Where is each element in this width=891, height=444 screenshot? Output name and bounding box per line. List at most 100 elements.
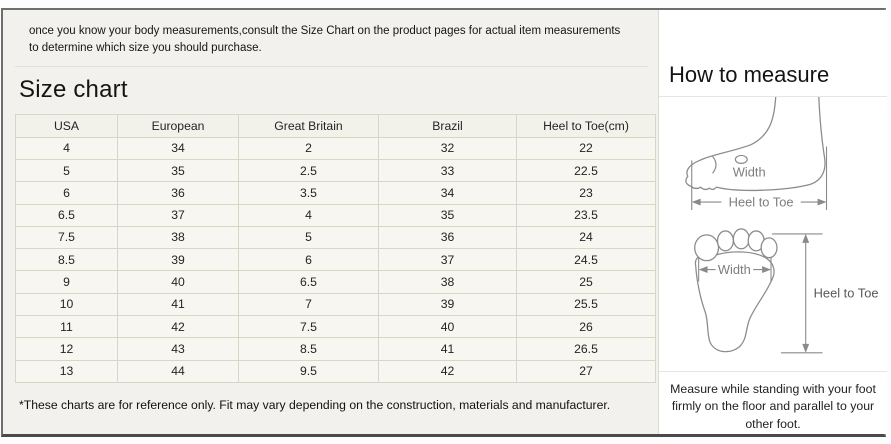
size-cell: 9 <box>15 270 118 294</box>
size-cell: 5 <box>238 225 379 250</box>
size-cell: 6 <box>238 248 379 272</box>
table-row: 4 34 2 32 22 <box>15 136 656 160</box>
page-frame: once you know your body measurements,con… <box>1 8 887 437</box>
size-cell: 38 <box>117 225 239 250</box>
size-table: USA European Great Britain Brazil Heel to To… <box>15 114 656 383</box>
size-cell: 37 <box>378 248 517 272</box>
foot-side-outline <box>685 97 826 192</box>
size-cell: 11 <box>15 315 118 339</box>
size-cell: 33 <box>378 158 517 183</box>
section-divider <box>15 66 648 68</box>
size-cell: 39 <box>117 248 239 272</box>
size-cell: 38 <box>378 270 517 294</box>
footnote: *These charts are for reference only. Fi… <box>19 397 611 412</box>
size-cell: 39 <box>378 292 517 317</box>
size-cell: 9.5 <box>238 359 379 383</box>
size-cell: 4 <box>238 203 379 227</box>
size-cell: 6.5 <box>15 203 118 227</box>
diagram-divider-top <box>659 96 887 97</box>
instep-detail <box>734 154 748 164</box>
table-row: 6 36 3.5 34 23 <box>15 181 656 205</box>
intro-note: once you know your body measurements,con… <box>29 25 621 54</box>
side-view-foot-diagram: Width Heel to Toe <box>685 97 828 210</box>
size-cell: 25.5 <box>516 292 656 317</box>
size-cell: 25 <box>516 270 656 294</box>
size-cell: 6.5 <box>238 270 379 294</box>
table-row: 8.5 39 6 37 24.5 <box>15 248 656 272</box>
width-label-top: Width <box>718 262 751 277</box>
size-cell: 37 <box>117 203 239 227</box>
size-cell: 3.5 <box>238 181 379 205</box>
size-cell: 36 <box>378 225 517 250</box>
column-header: USA <box>15 114 118 138</box>
size-cell: 24 <box>516 225 656 250</box>
column-header: European <box>117 114 239 138</box>
size-cell: 22.5 <box>516 158 656 183</box>
size-cell: 43 <box>117 337 239 361</box>
heel-to-toe-arrow-top <box>772 233 823 354</box>
heel-to-toe-label-side: Heel to Toe <box>729 195 794 210</box>
table-row: 6.5 37 4 35 23.5 <box>15 203 656 227</box>
size-cell: 35 <box>378 203 517 227</box>
table-row: 5 35 2.5 33 22.5 <box>15 158 656 183</box>
size-cell: 5 <box>15 158 118 183</box>
size-cell: 7.5 <box>15 225 118 250</box>
table-row: 13 44 9.5 42 27 <box>15 359 656 383</box>
heel-to-toe-label-top: Heel to Toe <box>814 285 879 300</box>
column-header: Brazil <box>378 114 517 138</box>
size-cell: 2.5 <box>238 158 379 183</box>
size-cell: 42 <box>117 315 239 339</box>
size-cell: 36 <box>117 181 239 205</box>
size-cell: 7.5 <box>238 315 379 339</box>
toe <box>760 237 778 259</box>
toe <box>732 228 750 250</box>
heel-to-toe-arrow-side <box>691 146 828 210</box>
size-cell: 6 <box>15 181 118 205</box>
measure-instruction: Measure while standing with your foot fi… <box>670 381 876 432</box>
size-cell: 41 <box>378 337 517 361</box>
table-row: 9 40 6.5 38 25 <box>15 270 656 294</box>
size-cell: 4 <box>15 136 118 160</box>
big-toe <box>694 234 720 262</box>
size-cell: 27 <box>516 359 656 383</box>
size-cell: 8.5 <box>15 248 118 272</box>
header-row: USA European Great Britain Brazil Heel to To… <box>15 114 656 138</box>
top-view-foot-diagram: Width Heel to Toe <box>694 228 879 354</box>
footprint-outline <box>694 228 778 353</box>
size-cell: 24.5 <box>516 248 656 272</box>
size-cell: 35 <box>117 158 239 183</box>
size-cell: 34 <box>378 181 517 205</box>
size-cell: 23.5 <box>516 203 656 227</box>
size-cell: 32 <box>378 136 517 160</box>
how-to-measure-panel: How to measure Width Heel to Toe <box>658 10 887 434</box>
size-cell: 40 <box>117 270 239 294</box>
table-row: 10 41 7 39 25.5 <box>15 292 656 317</box>
size-cell: 13 <box>15 359 118 383</box>
width-arrow-top <box>698 257 772 282</box>
size-cell: 8.5 <box>238 337 379 361</box>
size-cell: 10 <box>15 292 118 317</box>
size-cell: 22 <box>516 136 656 160</box>
table-row: 7.5 38 5 36 24 <box>15 225 656 250</box>
column-header: Heel to Toe(cm) <box>516 114 656 138</box>
column-header: Great Britain <box>238 114 379 138</box>
table-row: 12 43 8.5 41 26.5 <box>15 337 656 361</box>
size-cell: 40 <box>378 315 517 339</box>
size-chart-title: Size chart <box>19 76 128 104</box>
size-cell: 23 <box>516 181 656 205</box>
table-row: 11 42 7.5 40 26 <box>15 315 656 339</box>
width-label-side: Width <box>733 164 766 179</box>
size-cell: 26.5 <box>516 337 656 361</box>
size-cell: 26 <box>516 315 656 339</box>
size-cell: 34 <box>117 136 239 160</box>
size-cell: 12 <box>15 337 118 361</box>
size-chart-panel: once you know your body measurements,con… <box>3 10 658 434</box>
toe <box>716 230 735 252</box>
size-cell: 7 <box>238 292 379 317</box>
size-cell: 44 <box>117 359 239 383</box>
size-cell: 2 <box>238 136 379 160</box>
size-cell: 41 <box>117 292 239 317</box>
diagram-divider-bottom <box>659 370 887 372</box>
size-cell: 42 <box>378 359 517 383</box>
how-to-measure-title: How to measure <box>669 62 830 87</box>
